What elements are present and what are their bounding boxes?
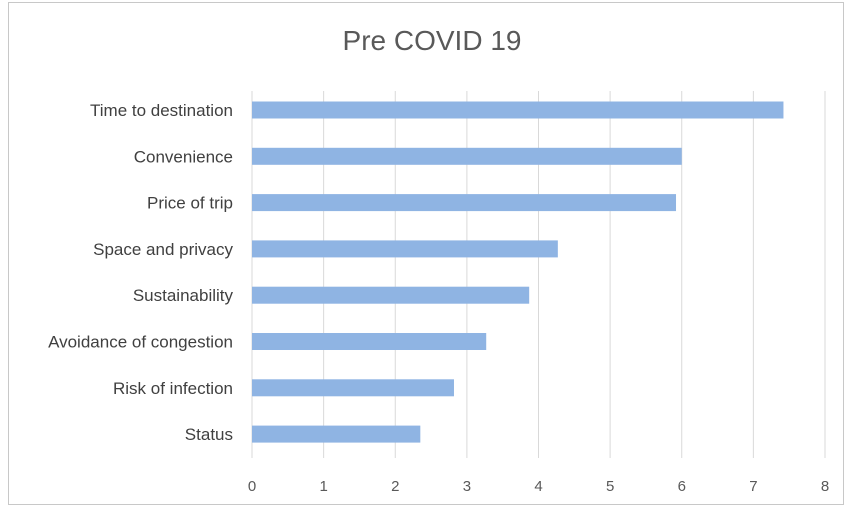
x-tick-labels: 0 1 2 3 4 5 6 7 8 bbox=[248, 478, 829, 495]
x-tick-label: 7 bbox=[749, 478, 757, 495]
bar bbox=[252, 286, 530, 304]
category-label: Convenience bbox=[134, 147, 233, 166]
x-tick-label: 5 bbox=[606, 478, 614, 495]
x-tick-label: 8 bbox=[821, 478, 829, 495]
x-tick-label: 0 bbox=[248, 478, 256, 495]
x-tick-label: 1 bbox=[319, 478, 327, 495]
x-tick-label: 4 bbox=[534, 478, 542, 495]
category-label: Status bbox=[185, 425, 233, 444]
chart-title: Pre COVID 19 bbox=[343, 25, 522, 56]
bar bbox=[252, 147, 682, 165]
x-tick-label: 6 bbox=[678, 478, 686, 495]
category-label: Risk of infection bbox=[113, 379, 233, 398]
category-label: Space and privacy bbox=[93, 240, 233, 259]
gridlines bbox=[251, 91, 826, 458]
category-label: Price of trip bbox=[147, 194, 233, 213]
bar bbox=[252, 194, 677, 212]
bar bbox=[252, 333, 487, 350]
bar bbox=[252, 425, 421, 443]
category-label: Time to destination bbox=[90, 101, 233, 120]
bars bbox=[252, 101, 784, 443]
x-tick-label: 3 bbox=[463, 478, 471, 495]
bar bbox=[252, 240, 558, 258]
bar bbox=[252, 101, 784, 119]
category-label: Sustainability bbox=[133, 286, 234, 305]
bar bbox=[252, 379, 454, 397]
category-label: Avoidance of congestion bbox=[48, 333, 233, 352]
x-tick-label: 2 bbox=[391, 478, 399, 495]
category-labels: Time to destination Convenience Price of t… bbox=[48, 101, 233, 444]
